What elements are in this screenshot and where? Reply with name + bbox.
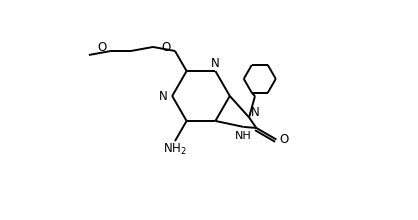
Text: O: O: [162, 41, 171, 54]
Text: N: N: [159, 90, 168, 103]
Text: NH: NH: [235, 131, 252, 141]
Text: NH$_2$: NH$_2$: [163, 141, 187, 157]
Text: N: N: [211, 57, 220, 70]
Text: O: O: [279, 133, 288, 146]
Text: N: N: [251, 106, 260, 119]
Text: O: O: [97, 41, 107, 54]
